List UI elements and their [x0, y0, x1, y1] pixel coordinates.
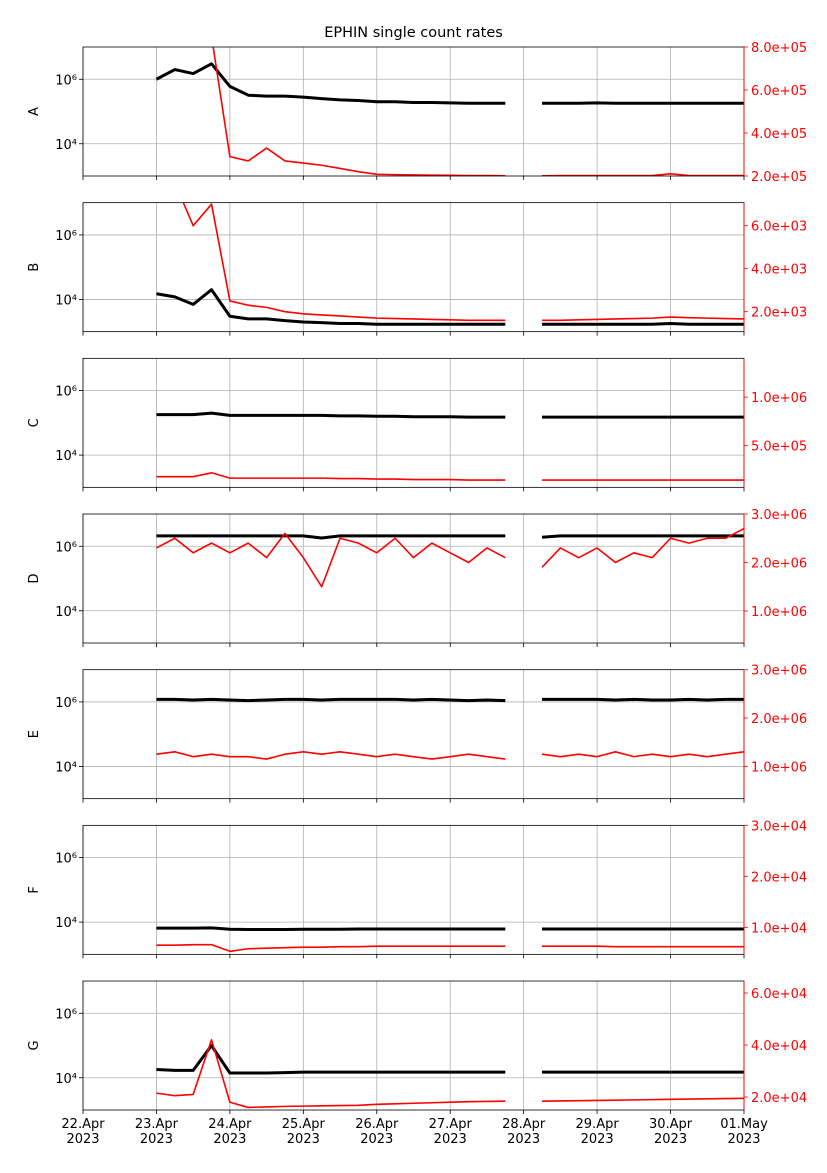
panel: 10⁴ 10⁶ 2.0e+05 4.0e+05 6.0e+05 8.0e+05 A EPHIN… — [27, 25, 807, 185]
x-tick-label: 26.Apr 2023 — [355, 1117, 399, 1147]
chart-title: EPHIN single count rates — [324, 25, 503, 41]
y2-tick-label: 1.0e+06 — [751, 391, 807, 406]
axes-frame — [82, 357, 745, 488]
y-tick-label: 10⁶ — [55, 229, 77, 244]
y-tick-label: 10⁶ — [55, 540, 77, 555]
y-axis-label: D — [27, 574, 42, 584]
series-line — [156, 411, 744, 419]
y-tick-label: 10⁶ — [55, 696, 77, 711]
y2-tick-label: 4.0e+03 — [751, 263, 807, 278]
y2-tick-label: 2.0e+04 — [751, 1091, 807, 1106]
x-tick-label: 30.Apr 2023 — [649, 1117, 693, 1147]
y-axis-label: G — [27, 1040, 42, 1050]
y2-tick-label: 8.0e+05 — [751, 41, 807, 56]
panel: 10⁴ 10⁶ 2.0e+03 4.0e+03 6.0e+03 B — [27, 202, 807, 336]
y-tick-label: 10⁶ — [55, 73, 77, 88]
y2-tick-label: 3.0e+06 — [751, 508, 807, 523]
axes-frame — [82, 824, 745, 955]
y2-tick-label: 1.0e+04 — [751, 921, 807, 936]
y-axis-label: C — [27, 418, 42, 427]
y-axis-label: E — [27, 730, 42, 738]
x-tick-label: 22.Apr 2023 — [61, 1117, 105, 1147]
series-line — [156, 926, 744, 931]
axes-frame — [82, 980, 745, 1111]
series-line — [156, 288, 744, 326]
x-tick-label: 01.May 2023 — [720, 1117, 768, 1147]
axes-frame — [82, 513, 745, 644]
y-tick-label: 10⁴ — [55, 1072, 77, 1087]
y2-tick-label: 6.0e+05 — [751, 84, 807, 99]
y2-tick-label: 6.0e+04 — [751, 987, 807, 1002]
x-tick-label: 28.Apr 2023 — [502, 1117, 546, 1147]
x-tick-label: 27.Apr 2023 — [429, 1117, 473, 1147]
series-line — [156, 943, 744, 953]
x-tick-label: 24.Apr 2023 — [208, 1117, 252, 1147]
series-line — [156, 534, 744, 540]
y-axis-label: F — [27, 886, 42, 893]
y2-tick-label: 4.0e+04 — [751, 1039, 807, 1054]
y-tick-label: 10⁴ — [55, 138, 77, 153]
series-line — [156, 751, 744, 760]
y2-tick-label: 1.0e+06 — [751, 605, 807, 620]
y-tick-label: 10⁴ — [55, 916, 77, 931]
series-line — [212, 47, 744, 176]
y2-tick-label: 1.0e+06 — [751, 760, 807, 775]
y-tick-label: 10⁴ — [55, 449, 77, 464]
axes-frame — [82, 669, 745, 800]
panel: 10⁴ 10⁶ 5.0e+05 1.0e+06 C — [27, 357, 807, 492]
y-tick-label: 10⁶ — [55, 385, 77, 400]
y-tick-label: 10⁶ — [55, 852, 77, 867]
series-line — [156, 1039, 744, 1109]
axes-frame — [82, 202, 745, 333]
series-line — [155, 62, 744, 105]
y-axis-label: B — [27, 263, 42, 272]
series-line — [182, 202, 744, 322]
panel: 10⁴ 10⁶ 1.0e+06 2.0e+06 3.0e+06 E — [27, 664, 807, 803]
axes-frame — [82, 46, 745, 177]
y2-tick-label: 2.0e+06 — [751, 557, 807, 572]
x-tick-label: 29.Apr 2023 — [576, 1117, 620, 1147]
y2-tick-label: 2.0e+05 — [751, 170, 807, 185]
y2-tick-label: 3.0e+06 — [751, 664, 807, 679]
series-line — [156, 471, 744, 481]
series-line — [156, 697, 744, 703]
x-tick-label: 25.Apr 2023 — [282, 1117, 326, 1147]
y-tick-label: 10⁴ — [55, 293, 77, 308]
x-tick-label: 23.Apr 2023 — [135, 1117, 179, 1147]
y2-tick-label: 2.0e+03 — [751, 306, 807, 321]
panel: 22.Apr 2023 23.Apr 2023 24.Apr 2023 25.Apr 2023… — [27, 980, 807, 1147]
y-tick-label: 10⁴ — [55, 605, 77, 620]
panel: 10⁴ 10⁶ 1.0e+06 2.0e+06 3.0e+06 D — [27, 508, 807, 648]
y2-tick-label: 6.0e+03 — [751, 220, 807, 235]
y2-tick-label: 2.0e+04 — [751, 870, 807, 885]
y2-tick-label: 5.0e+05 — [751, 440, 807, 455]
y2-tick-label: 4.0e+05 — [751, 127, 807, 142]
panel: 10⁴ 10⁶ 1.0e+04 2.0e+04 3.0e+04 F — [27, 819, 807, 959]
y-tick-label: 10⁴ — [55, 760, 77, 775]
y2-tick-label: 2.0e+06 — [751, 712, 807, 727]
y-tick-label: 10⁶ — [55, 1007, 77, 1022]
series-line — [156, 527, 744, 588]
y-axis-label: A — [27, 107, 42, 116]
y2-tick-label: 3.0e+04 — [751, 819, 807, 834]
